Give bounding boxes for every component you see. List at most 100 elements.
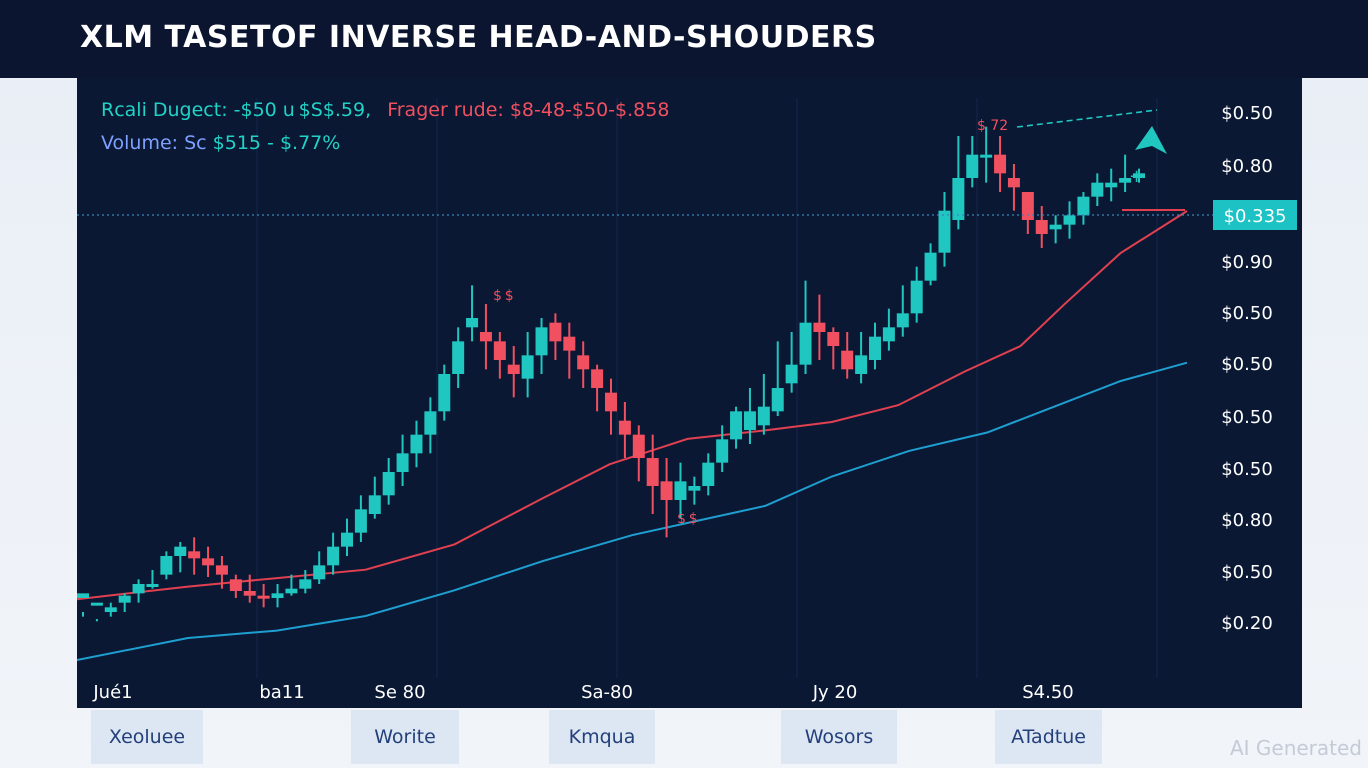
candle xyxy=(980,126,993,183)
candle xyxy=(1021,192,1034,234)
candle xyxy=(257,584,270,608)
candle xyxy=(396,434,409,486)
candle xyxy=(966,136,979,188)
candle xyxy=(799,280,812,374)
candle xyxy=(174,542,187,573)
ma-slow-line xyxy=(77,361,1188,661)
candle xyxy=(1119,154,1132,192)
candle xyxy=(757,374,770,435)
grid-layer xyxy=(256,98,1158,678)
candle xyxy=(952,136,965,230)
y-tick-label: $0.50 xyxy=(1221,303,1273,324)
x-tick-label: Jué1 xyxy=(92,682,132,703)
candle xyxy=(299,570,312,594)
y-tick-label: $0.80 xyxy=(1221,510,1273,531)
plus-icon: + xyxy=(1129,166,1144,187)
candle xyxy=(160,551,173,580)
candle xyxy=(1105,168,1118,202)
candle xyxy=(827,327,840,370)
legend-item-5[interactable]: ATadtue xyxy=(995,710,1102,764)
candle xyxy=(869,322,881,370)
candle xyxy=(994,136,1007,192)
legend-item-4[interactable]: Wosors xyxy=(781,710,897,764)
y-tick-label: $0.50 xyxy=(1221,459,1273,480)
info-line-price: Rcali Dugect: -$50 u $S$.59, Frager rude… xyxy=(101,99,669,121)
candle xyxy=(1035,206,1048,248)
moving-average-layer xyxy=(77,210,1188,661)
candle xyxy=(605,378,617,435)
legend-item-1[interactable]: Xeoluee xyxy=(91,710,203,764)
bottom-strip xyxy=(77,708,1302,768)
x-tick-label: S4.50 xyxy=(1022,682,1074,703)
y-tick-label: $0.90 xyxy=(1221,252,1273,273)
title-bar: XLM TASETOF INVERSE HEAD-AND-SHOUDERS xyxy=(0,0,1368,78)
candle xyxy=(341,518,353,556)
ma-fast-line xyxy=(77,210,1188,601)
candle xyxy=(743,388,756,444)
candle xyxy=(660,458,673,538)
candle xyxy=(452,327,465,388)
candle xyxy=(771,341,784,416)
legend-item-2[interactable]: Worite xyxy=(351,710,459,764)
candle xyxy=(202,546,215,577)
chart-panel: $0.335 + $ 72 $ $ $ $ $0.50 $0.80 $0.90 $0.50 $0… xyxy=(77,78,1302,708)
candle xyxy=(271,584,284,608)
candle xyxy=(146,570,159,589)
candle xyxy=(243,574,256,603)
candle xyxy=(521,332,534,398)
candle xyxy=(507,346,520,398)
candle xyxy=(702,453,715,496)
info-volume-label: Volume: Sc xyxy=(101,132,213,154)
info-range: Frager rude: $8-48-$50-$.858 xyxy=(387,99,670,121)
candle xyxy=(479,304,492,370)
candle xyxy=(77,593,89,617)
candle xyxy=(424,397,437,454)
legend-item-3[interactable]: Kmqua xyxy=(549,710,655,764)
candle xyxy=(730,406,743,449)
candle xyxy=(229,574,242,598)
candle xyxy=(327,532,340,575)
candle xyxy=(90,602,103,622)
candle xyxy=(563,322,576,379)
candle xyxy=(1133,168,1145,183)
candle xyxy=(1007,164,1020,211)
x-tick-label: ba11 xyxy=(259,682,304,703)
candle xyxy=(591,364,604,412)
x-axis-ticks: Jué1 ba11 Se 80 Sa-80 Jy 20 S4.50 xyxy=(92,682,1073,703)
candle xyxy=(118,593,131,612)
ai-generated-watermark: AI Generated xyxy=(1229,736,1362,760)
candle xyxy=(354,495,367,542)
annotation-label: $ $ xyxy=(493,288,514,304)
candle xyxy=(104,602,117,617)
y-tick-label: $0.20 xyxy=(1221,613,1273,634)
candle xyxy=(493,332,506,379)
candle xyxy=(1049,215,1062,244)
candle xyxy=(813,294,826,360)
target-dashed-line xyxy=(1016,109,1158,128)
candle xyxy=(577,341,590,388)
info-real-budget: Rcali Dugect: -$50 u $S$.59, xyxy=(101,99,372,121)
candle xyxy=(924,243,937,286)
candle xyxy=(313,551,326,584)
candle xyxy=(618,402,631,458)
candle xyxy=(910,266,923,323)
page-title: XLM TASETOF INVERSE HEAD-AND-SHOUDERS xyxy=(80,20,877,55)
candle xyxy=(1091,173,1104,206)
breakout-arrow-icon xyxy=(1135,126,1167,154)
candle xyxy=(188,537,201,575)
annotation-label: $ $ xyxy=(677,511,698,527)
candle xyxy=(646,434,659,514)
current-price-tag xyxy=(1213,200,1297,230)
candle xyxy=(674,462,687,519)
candle xyxy=(285,574,298,596)
x-tick-label: Sa-80 xyxy=(581,682,633,703)
candle xyxy=(535,318,548,374)
candle xyxy=(632,425,645,482)
overlay-layer: $0.335 + $ 72 $ $ $ $ xyxy=(77,109,1297,527)
candle xyxy=(841,332,854,379)
current-price-label: $0.335 xyxy=(1224,206,1287,227)
candle xyxy=(688,476,701,505)
y-axis-ticks: $0.50 $0.80 $0.90 $0.50 $0.50 $0.50 $0.50 $0.80… xyxy=(1221,103,1273,634)
candle xyxy=(410,420,423,468)
candle xyxy=(855,332,868,384)
